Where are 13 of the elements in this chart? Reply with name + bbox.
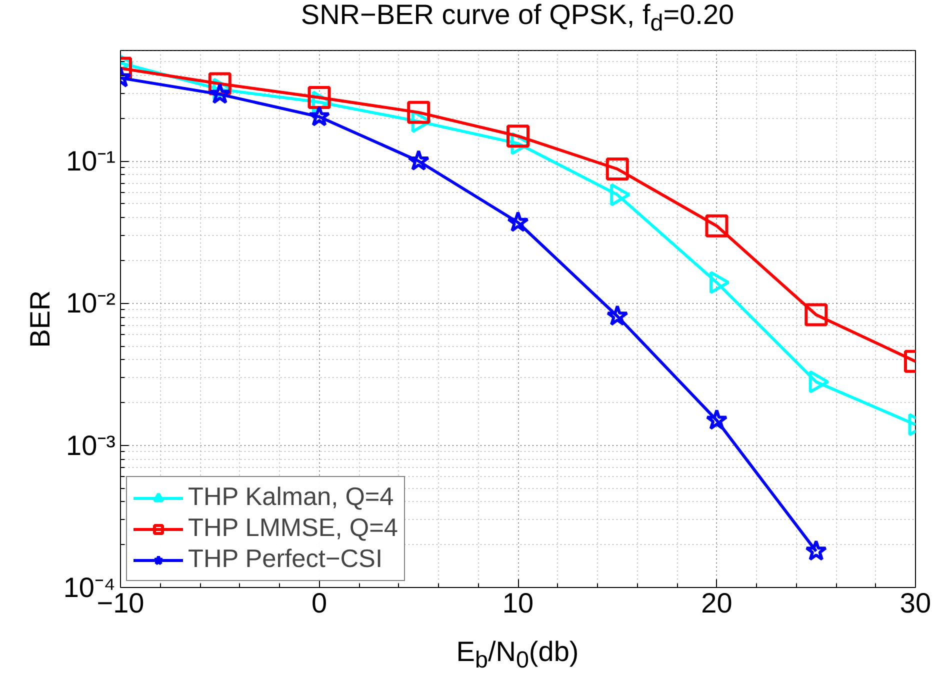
- legend-label: THP Perfect−CSI: [188, 545, 382, 574]
- x-tick-label: 20: [701, 588, 732, 618]
- legend-label: THP Kalman, Q=4: [188, 483, 394, 512]
- legend-label: THP LMMSE, Q=4: [188, 514, 398, 543]
- chart-title: SNR−BER curve of QPSK, f$_{d}$=0.20: [300, 0, 736, 36]
- x-axis-title: E$_{b}$/N$_{0}$(db): [455, 636, 580, 674]
- y-axis-title: BER: [24, 290, 56, 348]
- x-tick-label: 10: [502, 588, 534, 618]
- y-tick-label: 10⁻¹: [66, 146, 116, 177]
- x-tick-label: 0: [311, 588, 328, 618]
- y-tick-label: 10⁻²: [66, 288, 116, 319]
- x-tick-label: 30: [900, 588, 932, 618]
- y-tick-label: 10⁻³: [66, 430, 116, 461]
